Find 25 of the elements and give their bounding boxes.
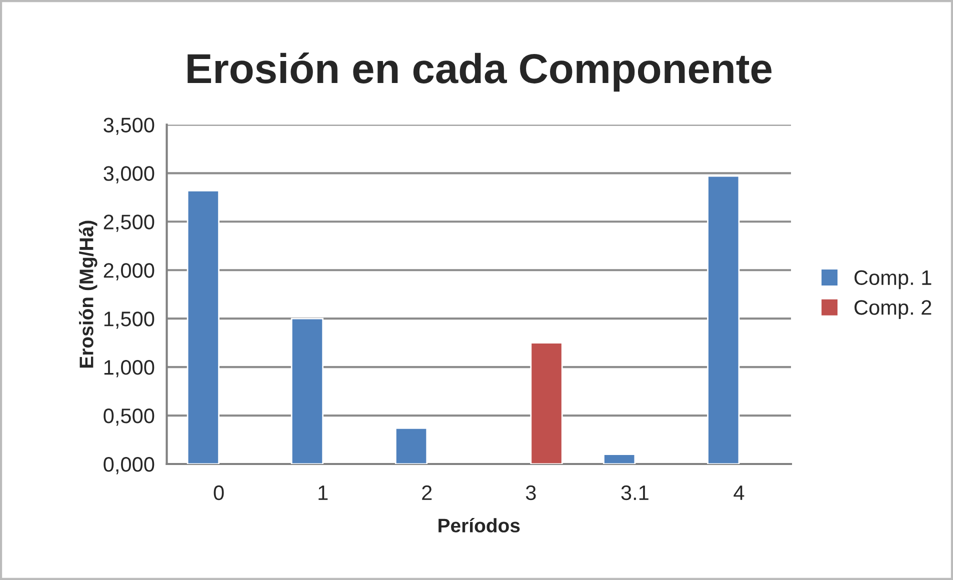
y-tick-label: 3,000	[104, 166, 154, 184]
legend-label: Comp. 2	[854, 300, 932, 319]
y-tick-label: 2,000	[104, 263, 154, 280]
bar	[603, 454, 636, 464]
bar	[186, 190, 220, 464]
bar	[530, 342, 563, 464]
y-tick-label: 3,500	[104, 118, 154, 135]
y-tick-label: 0,000	[104, 457, 154, 474]
legend-label: Comp. 1	[854, 270, 932, 290]
x-tick-label: 1	[318, 486, 328, 500]
bar	[290, 318, 324, 464]
bar	[394, 427, 428, 464]
chart-title: Erosión en cada Componente	[188, 52, 772, 92]
bar	[707, 175, 740, 464]
x-tick-label: 3.1	[621, 485, 648, 500]
y-tick-label: 2,500	[104, 214, 154, 232]
y-tick-label: 0,500	[104, 408, 154, 426]
x-tick-label: 3	[526, 485, 536, 500]
x-axis-title: Períodos	[438, 518, 520, 532]
x-tick-label: 0	[214, 485, 224, 500]
x-tick-label: 2	[422, 485, 432, 500]
y-tick-label: 1,000	[104, 360, 154, 378]
y-tick-label: 1,500	[104, 312, 154, 329]
x-tick-label: 4	[734, 486, 744, 500]
y-axis-title: Erosión (Mg/Há)	[78, 220, 98, 368]
